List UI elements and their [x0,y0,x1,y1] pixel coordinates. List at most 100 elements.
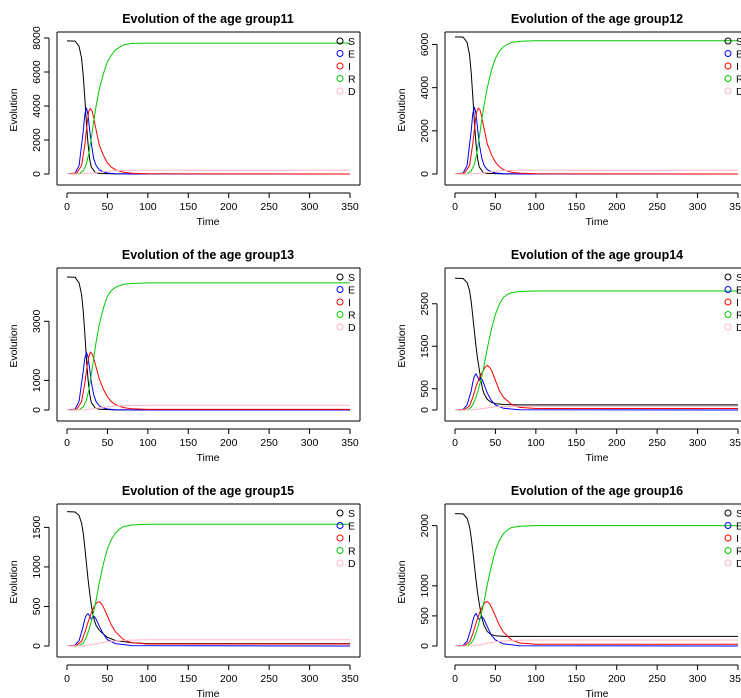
x-tick-label: 50 [102,201,114,213]
series-line-S [454,277,738,406]
legend-marker-S [336,37,344,45]
y-tick-label: 1000 [31,369,43,393]
series-line-R [455,40,738,175]
legend-marker-R [336,311,344,318]
x-tick-label: 200 [608,673,626,685]
legend-label-I: I [736,61,739,73]
series-line-E [454,372,739,411]
x-tick-label: 300 [689,201,707,213]
legend-label-S: S [736,508,741,520]
x-tick-label: 0 [64,201,70,213]
legend-marker-I [724,534,732,542]
legend-marker-R [336,75,344,82]
series-line-D [66,404,350,411]
x-axis-label: Time [586,452,609,464]
x-tick-label: 250 [260,437,278,449]
y-tick-label: 0 [31,171,43,177]
legend-marker-D [336,323,344,331]
x-tick-label: 150 [568,673,586,685]
x-tick-label: 0 [452,437,458,449]
legend-marker-R [724,547,732,554]
x-tick-label: 250 [648,437,666,449]
legend-marker-I [336,62,344,70]
legend-label-D: D [348,86,356,98]
legend-marker-I [724,62,732,70]
y-tick-label: 1500 [31,516,43,540]
legend-label-R: R [348,310,356,322]
chart-title: Evolution of the age group11 [122,12,294,26]
y-tick-label: 0 [419,643,431,649]
x-tick-label: 150 [180,201,198,213]
x-tick-label: 50 [102,437,114,449]
x-tick-label: 350 [341,437,359,449]
series-line-E [66,107,350,175]
series-line-R [67,282,350,411]
legend-label-I: I [348,297,351,309]
series-line-I [454,107,739,175]
x-tick-label: 100 [527,673,545,685]
legend-label-R: R [348,74,356,86]
x-tick-label: 150 [568,201,586,213]
y-tick-label: 2000 [31,128,43,152]
x-tick-label: 300 [689,673,707,685]
y-tick-label: 4000 [419,76,431,100]
y-tick-label: 2000 [419,119,431,143]
legend-label-S: S [348,508,355,520]
y-tick-label: 3000 [31,309,43,333]
legend-label-I: I [348,61,351,73]
x-tick-label: 200 [608,437,626,449]
y-tick-label: 0 [31,407,43,413]
x-tick-label: 0 [64,437,70,449]
x-tick-label: 100 [139,673,157,685]
x-tick-label: 0 [452,201,458,213]
legend-label-E: E [348,285,355,297]
x-tick-label: 300 [301,673,319,685]
x-tick-label: 150 [568,437,586,449]
y-tick-label: 0 [419,407,431,413]
x-axis-label: Time [586,688,609,698]
x-tick-label: 350 [341,201,359,213]
chart-title: Evolution of the age group16 [511,484,683,498]
x-tick-label: 150 [180,673,198,685]
legend-label-R: R [736,546,741,558]
legend-marker-I [724,298,732,306]
chart-title: Evolution of the age group15 [122,484,294,498]
series-line-S [454,36,739,175]
y-tick-label: 1000 [31,555,43,579]
panel-3: Evolution of the age group13 0 50 100 150 200… [8,248,361,464]
y-tick-label: 2000 [419,514,431,538]
series-line-E [454,106,738,175]
series-line-R [455,525,738,647]
panel-2: Evolution of the age group12 0 50 100 150 200… [396,12,741,228]
y-tick-label: 1000 [419,574,431,598]
series-line-D [66,169,350,175]
x-tick-label: 250 [648,201,666,213]
legend-label-E: E [736,285,741,297]
x-tick-label: 200 [220,201,238,213]
legend-marker-S [336,509,344,517]
legend-label-D: D [348,322,356,334]
x-axis-label: Time [197,688,220,698]
x-tick-label: 350 [729,437,741,449]
y-tick-label: 2500 [419,292,431,316]
legend-marker-S [724,273,732,281]
x-tick-label: 300 [689,437,707,449]
legend-marker-S [336,273,344,281]
y-tick-label: 6000 [419,33,431,57]
x-tick-label: 100 [527,437,545,449]
legend-marker-E [724,522,732,529]
legend-label-R: R [736,310,741,322]
legend-label-I: I [348,533,351,545]
legend-marker-E [336,50,344,57]
x-tick-label: 250 [260,201,278,213]
legend-marker-D [724,323,732,331]
series-line-I [454,364,738,411]
series-line-I [454,600,738,647]
x-tick-label: 0 [452,673,458,685]
x-tick-label: 200 [608,201,626,213]
legend-label-E: E [348,521,355,533]
panel-5: Evolution of the age group15 0 50 100 150 200… [8,484,361,698]
y-axis-label: Evolution [8,324,20,367]
series-line-S [66,511,350,645]
series-line-S [454,513,738,637]
